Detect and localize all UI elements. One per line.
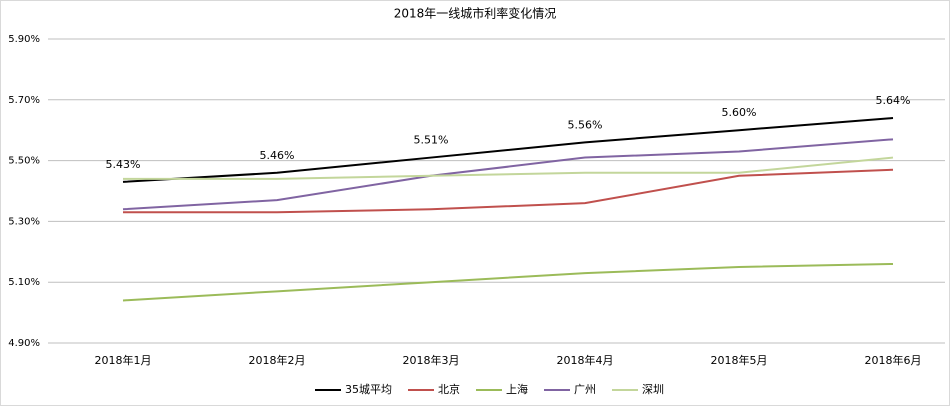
data-label: 5.64%	[876, 94, 911, 107]
data-label: 5.60%	[722, 106, 757, 119]
chart-title: 2018年一线城市利率变化情况	[394, 6, 557, 21]
x-tick-label: 2018年3月	[403, 353, 460, 367]
y-tick-label: 5.50%	[8, 156, 40, 167]
data-label: 5.51%	[414, 134, 449, 147]
y-tick-label: 5.70%	[8, 95, 40, 106]
legend-label: 北京	[438, 382, 460, 396]
legend-label: 深圳	[642, 383, 664, 396]
data-label: 5.46%	[260, 149, 295, 162]
y-tick-label: 5.90%	[8, 34, 40, 45]
series-line	[122, 262, 894, 302]
y-tick-label: 5.10%	[8, 277, 40, 288]
series-line	[123, 156, 894, 180]
x-tick-label: 2018年2月	[249, 353, 306, 367]
y-tick-label: 4.90%	[8, 338, 40, 349]
data-label: 5.56%	[568, 118, 603, 131]
x-tick-label: 2018年1月	[95, 353, 152, 367]
legend-label: 上海	[506, 382, 528, 396]
legend-label: 35城平均	[345, 383, 392, 396]
x-tick-label: 2018年5月	[711, 353, 768, 367]
series-line	[123, 168, 894, 214]
y-tick-label: 5.30%	[8, 216, 40, 227]
data-label: 5.43%	[106, 158, 141, 171]
x-tick-label: 2018年6月	[865, 353, 922, 367]
series-line	[122, 138, 894, 211]
series-line	[122, 117, 894, 183]
legend-label: 广州	[574, 383, 596, 396]
x-tick-label: 2018年4月	[557, 353, 614, 367]
